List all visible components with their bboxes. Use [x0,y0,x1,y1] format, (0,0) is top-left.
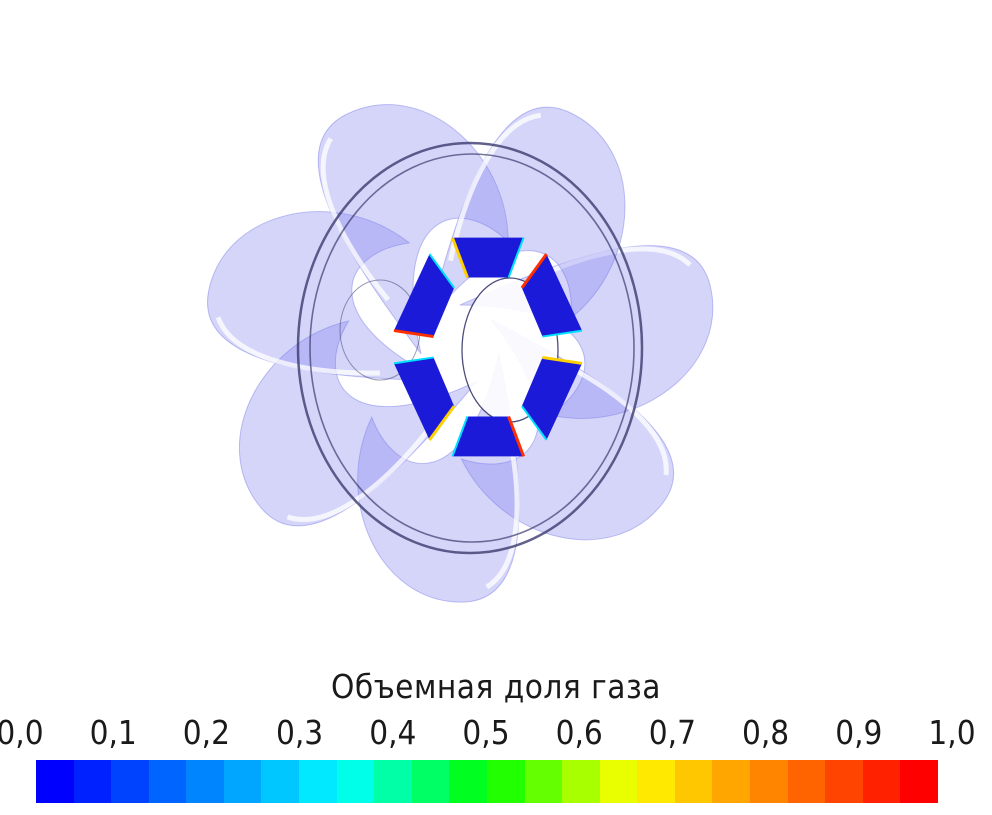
colorbar-band [111,760,149,803]
colorbar-band [261,760,300,803]
blade-highlight [215,316,380,376]
blade-highlight [286,423,434,522]
colorbar [36,760,938,803]
hub-segment [521,357,583,440]
gas-streak [542,329,583,338]
blade-highlight [320,137,391,302]
legend-tick-label: 1,0 [928,713,976,752]
colorbar-band [299,760,337,803]
colorbar-band [186,760,224,803]
colorbar-band [749,760,788,803]
gas-fraction-hub [393,237,583,457]
gas-streak [393,329,434,339]
legend-tick-label: 0,4 [369,713,417,752]
legend-tick-label: 0,3 [275,713,324,752]
hub-segment [393,357,455,440]
hub-segment [521,254,583,337]
gas-streak [451,416,469,457]
legend-title: Объемная доля газа [331,667,661,706]
gas-streak [451,237,469,278]
hub-segment [452,237,524,278]
colorbar-band [524,760,563,803]
colorbar-band [787,760,826,803]
legend-tick-label: 0,6 [555,713,603,752]
colorbar-band [674,760,713,803]
colorbar-band [449,760,487,803]
simulation-render [206,104,714,603]
colorbar-band [825,760,863,803]
legend-tick-label: 0,2 [182,713,230,752]
gas-streak [428,405,456,441]
gas-streak [520,253,548,289]
gas-streak [507,237,525,278]
hub-segment [452,416,524,457]
colorbar-band [36,760,74,803]
gas-streak [521,405,548,441]
gas-streak [393,356,434,365]
colorbar-band [73,760,112,803]
colorbar-band [148,760,187,803]
colorbar-band [862,760,901,803]
colorbar-band [374,760,412,803]
legend-tick-label: 0,1 [89,713,137,752]
colorbar-band [223,760,262,803]
colorbar-band [712,760,750,803]
gas-streak [507,416,525,457]
legend-tick-label: 0,0 [0,713,44,752]
colorbar-band [599,760,638,803]
gas-streak [542,355,583,365]
colorbar-band [411,760,450,803]
legend-tick-label: 0,5 [462,713,510,752]
colorbar-band [486,760,525,803]
colorbar-band [562,760,600,803]
blade-highlight [448,112,542,262]
legend-tick-label: 0,8 [741,713,790,752]
gas-streak [428,253,455,289]
hub-segment [393,254,455,337]
colorbar-band [336,760,375,803]
colorbar-band [637,760,675,803]
legend-tick-label: 0,7 [648,713,696,752]
legend-tick-label: 0,9 [835,713,883,752]
colorbar-band [900,760,938,803]
